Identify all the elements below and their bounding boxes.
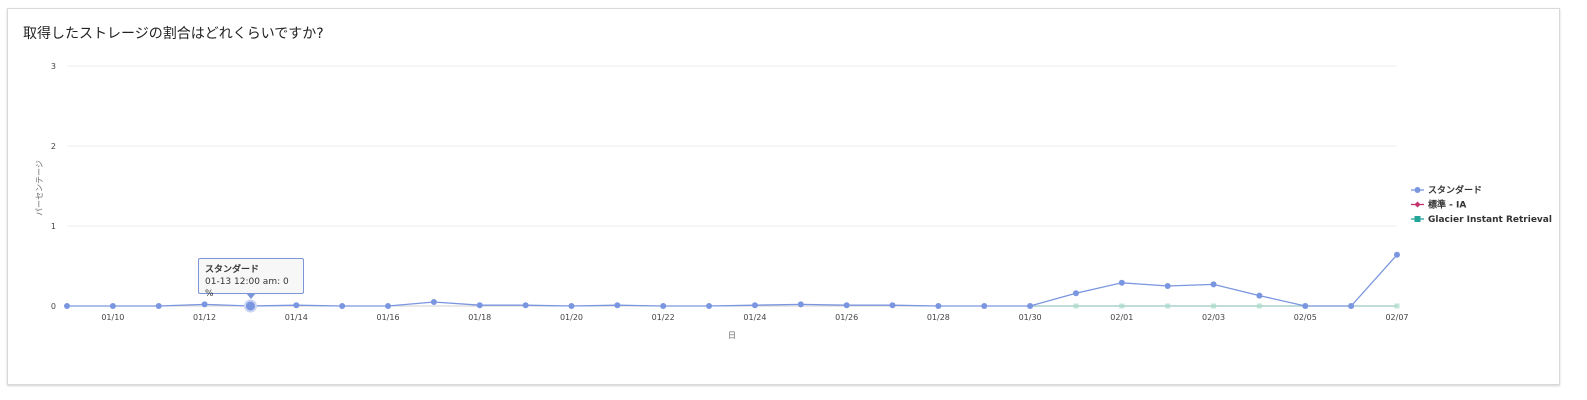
- legend-marker: [1414, 201, 1421, 208]
- data-point[interactable]: [889, 302, 896, 309]
- data-point[interactable]: [660, 303, 667, 309]
- data-point[interactable]: [1394, 303, 1400, 309]
- x-tick-label: 01/12: [193, 313, 216, 322]
- legend-marker: [1414, 216, 1421, 222]
- data-point[interactable]: [201, 301, 208, 308]
- x-tick-label: 01/20: [560, 313, 583, 322]
- data-point[interactable]: [935, 303, 942, 309]
- data-point[interactable]: [1072, 290, 1079, 297]
- data-point[interactable]: [155, 303, 162, 309]
- legend-item[interactable]: スタンダード: [1411, 184, 1482, 196]
- data-point[interactable]: [568, 303, 575, 309]
- x-tick-label: 01/16: [377, 313, 400, 322]
- data-point[interactable]: [1165, 303, 1171, 309]
- x-axis-title: 日: [728, 331, 736, 340]
- data-point[interactable]: [522, 302, 529, 309]
- chart-title: 取得したストレージの割合はどれくらいですか?: [23, 26, 324, 42]
- data-point[interactable]: [1119, 303, 1125, 309]
- tooltip-series: スタンダード: [205, 265, 260, 275]
- series-line: [67, 254, 1398, 307]
- legend-label: Glacier Instant Retrieval: [1428, 215, 1552, 225]
- chart-card: [7, 8, 1560, 385]
- x-tick-label: 02/03: [1202, 313, 1225, 322]
- x-tick-label: 02/07: [1385, 313, 1408, 322]
- legend-item[interactable]: Glacier Instant Retrieval: [1411, 215, 1552, 225]
- data-point[interactable]: [1394, 251, 1400, 258]
- data-point[interactable]: [1211, 303, 1217, 309]
- data-point[interactable]: [385, 303, 392, 309]
- data-point[interactable]: [1118, 279, 1125, 286]
- legend-item[interactable]: 標準 - IA: [1411, 199, 1466, 211]
- data-point[interactable]: [1256, 292, 1263, 299]
- y-axis-title: パーセンテージ: [35, 160, 44, 216]
- x-tick-label: 01/22: [652, 313, 675, 322]
- data-point[interactable]: [706, 303, 713, 309]
- data-point[interactable]: [797, 301, 804, 308]
- legend-label: 標準 - IA: [1428, 199, 1466, 211]
- data-point[interactable]: [430, 299, 437, 305]
- tooltip-arrow: [246, 293, 256, 299]
- x-tick-label: 01/28: [927, 313, 950, 322]
- data-point[interactable]: [751, 302, 758, 309]
- x-tick-labels: 01/10 01/12 01/14 01/16 01/18 01/20 01/22 01/24…: [101, 313, 1408, 322]
- tooltip-value: 01-13 12:00 am: 0 %: [205, 277, 289, 299]
- data-point[interactable]: [1073, 303, 1079, 309]
- data-point[interactable]: [1027, 303, 1034, 309]
- data-point[interactable]: [339, 303, 346, 309]
- legend-label: スタンダード: [1428, 184, 1482, 196]
- data-point[interactable]: [843, 302, 850, 309]
- y-tick-label: 3: [51, 62, 56, 71]
- hovered-point[interactable]: [243, 299, 257, 313]
- data-point[interactable]: [1256, 303, 1262, 309]
- data-point[interactable]: [293, 302, 300, 309]
- y-tick-label: 2: [51, 142, 56, 151]
- data-point[interactable]: [1302, 303, 1309, 309]
- y-tick-label: 0: [51, 302, 56, 311]
- x-tick-label: 01/14: [285, 313, 308, 322]
- data-point[interactable]: [1164, 283, 1171, 289]
- data-point[interactable]: [1210, 281, 1217, 288]
- x-tick-label: 02/01: [1110, 313, 1133, 322]
- data-tooltip: スタンダード 01-13 12:00 am: 0 %: [198, 258, 304, 299]
- y-tick-label: 1: [51, 222, 56, 231]
- data-point[interactable]: [64, 303, 70, 309]
- data-point[interactable]: [109, 303, 116, 309]
- x-tick-label: 01/26: [835, 313, 858, 322]
- x-tick-label: 01/24: [743, 313, 766, 322]
- x-tick-label: 01/30: [1019, 313, 1042, 322]
- y-tick-labels: 0 1 2 3: [51, 62, 56, 311]
- data-point[interactable]: [981, 303, 988, 309]
- data-point[interactable]: [614, 302, 621, 309]
- x-tick-label: 01/10: [101, 313, 124, 322]
- series-group: [64, 251, 1400, 313]
- x-tick-label: 01/18: [468, 313, 491, 322]
- data-point[interactable]: [1348, 303, 1355, 309]
- data-point[interactable]: [476, 302, 483, 309]
- legend-marker: [1414, 187, 1421, 193]
- x-tick-label: 02/05: [1294, 313, 1317, 322]
